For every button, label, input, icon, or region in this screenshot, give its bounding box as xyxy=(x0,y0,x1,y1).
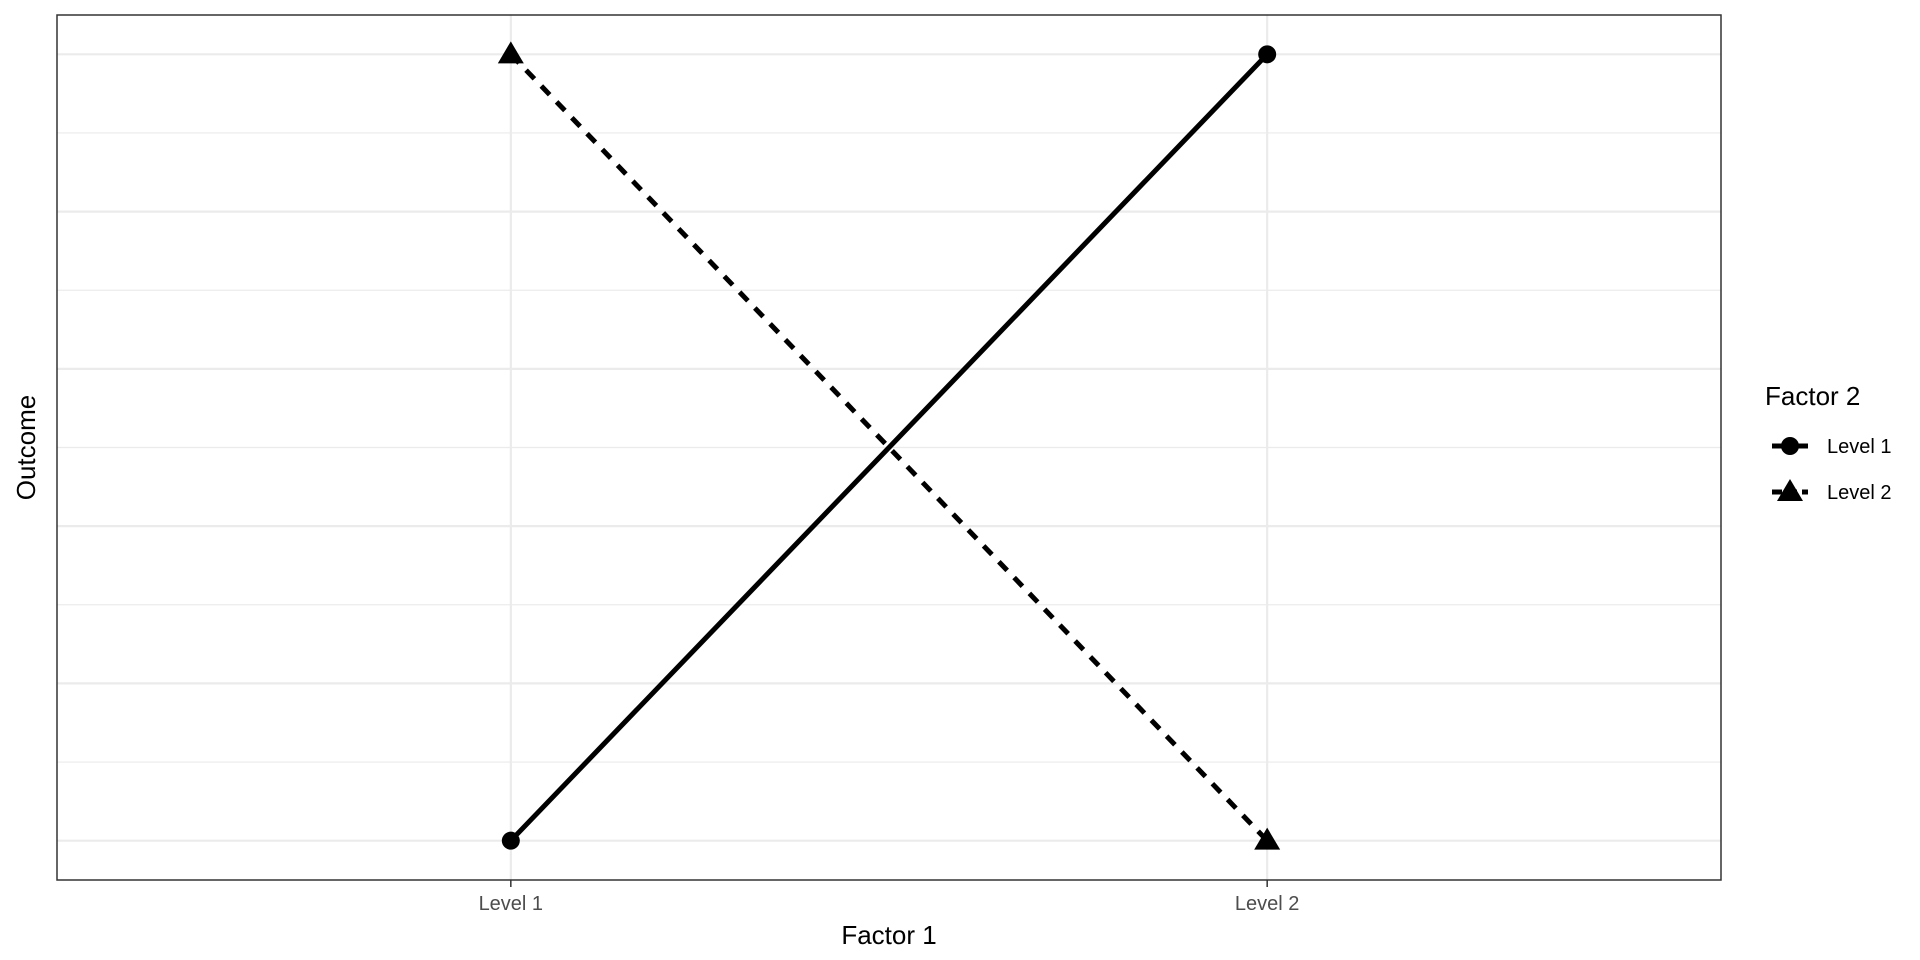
legend-key-triangle xyxy=(1777,479,1803,501)
legend: Factor 2 Level 1 Level 2 xyxy=(1765,381,1892,504)
x-tick-label: Level 2 xyxy=(1235,893,1300,915)
y-axis-title: Outcome xyxy=(11,395,41,501)
data-point-circle xyxy=(1258,45,1277,64)
legend-label: Level 2 xyxy=(1827,482,1892,504)
data-point-triangle xyxy=(1254,827,1281,850)
data-point-circle xyxy=(501,831,520,850)
legend-key-circle xyxy=(1781,437,1799,455)
legend-item-2: Level 2 xyxy=(1772,479,1892,504)
x-tick-label: Level 1 xyxy=(479,893,544,915)
data-point-triangle xyxy=(497,41,524,64)
x-axis-title: Factor 1 xyxy=(841,920,936,950)
series-lines xyxy=(509,52,1269,843)
series-line-2 xyxy=(509,52,1269,843)
legend-item-1: Level 1 xyxy=(1772,436,1892,458)
legend-label: Level 1 xyxy=(1827,436,1892,458)
x-axis-ticks: Level 1 Level 2 xyxy=(479,880,1300,915)
series-points xyxy=(497,41,1281,850)
series-line-1 xyxy=(509,52,1269,843)
plot-panel-border xyxy=(56,14,1722,881)
legend-title: Factor 2 xyxy=(1765,381,1860,411)
